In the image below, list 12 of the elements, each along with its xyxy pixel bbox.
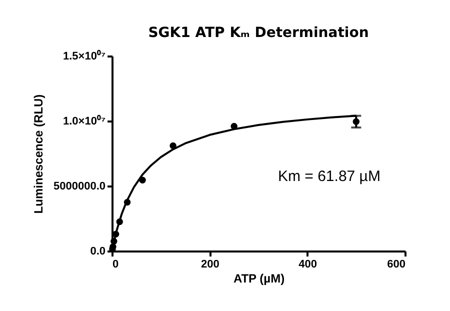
x-tick-label: 600 <box>387 258 406 270</box>
y-tick-label: 0.0 <box>90 246 106 258</box>
x-tick-label: 0 <box>112 258 119 270</box>
annotation: Km = 61.87 µM <box>278 168 380 185</box>
y-tick-label: 1.5×10⁰⁷ <box>63 50 106 62</box>
y-axis-title: Luminescence (RLU) <box>32 94 46 214</box>
x-tick-label: 400 <box>298 258 318 270</box>
y-tick-label: 5000000.0 <box>54 180 106 192</box>
x-tick-label: 200 <box>200 258 220 270</box>
chart-title: SGK1 ATP Kₘ Determination <box>148 25 369 41</box>
y-tick-label: 1.0×10⁰⁷ <box>63 114 106 128</box>
x-axis-title: ATP (µM) <box>233 272 285 286</box>
